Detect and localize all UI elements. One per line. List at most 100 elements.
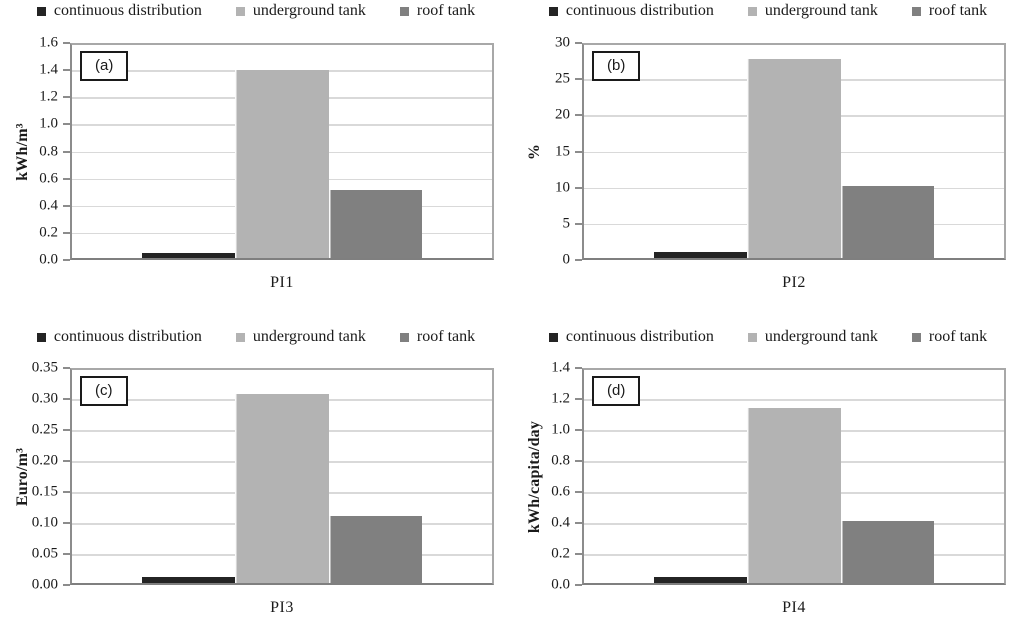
legend-item-roof-tank: roof tank <box>911 2 988 20</box>
y-tick-label: 0.0 <box>551 576 570 593</box>
y-tick-mark <box>575 429 582 431</box>
bar-continuous-distribution-pi2 <box>654 252 748 258</box>
legend-item-continuous-distribution: continuous distribution <box>548 2 714 20</box>
legend-label: underground tank <box>764 2 878 19</box>
y-tick-mark <box>63 522 70 524</box>
y-tick-label: 25 <box>555 70 570 87</box>
y-tick-mark <box>63 69 70 72</box>
y-tick-label: 0.8 <box>551 452 570 469</box>
y-tick-label: 0.05 <box>31 545 58 562</box>
legend-swatch-icon <box>235 6 245 16</box>
y-tick-label: 0.6 <box>39 170 58 187</box>
chart-legend: continuous distribution underground tank r… <box>512 2 1024 20</box>
bar-underground-tank-pi2 <box>747 58 841 258</box>
legend-item-continuous-distribution: continuous distribution <box>548 328 714 346</box>
x-axis-label: PI3 <box>270 599 294 616</box>
x-axis-label: PI2 <box>782 274 806 291</box>
legend-item-roof-tank: roof tank <box>399 2 476 20</box>
plot-area: (b) <box>582 43 1006 260</box>
y-tick-label: 1.4 <box>39 61 58 78</box>
legend-item-underground-tank: underground tank <box>747 328 878 346</box>
legend-swatch-icon <box>911 332 921 342</box>
chart-panel-c: continuous distribution underground tank r… <box>0 320 512 621</box>
legend-swatch-icon <box>747 332 757 342</box>
legend-label: underground tank <box>252 2 366 19</box>
y-tick-label: 0.15 <box>31 483 58 500</box>
legend-swatch-icon <box>911 6 921 16</box>
bar-underground-tank-pi3 <box>235 394 329 583</box>
y-tick-mark <box>63 398 70 400</box>
chart-panel-d: continuous distribution underground tank r… <box>512 320 1024 621</box>
y-tick-label: 0.10 <box>31 514 58 531</box>
legend-swatch-icon <box>399 332 409 342</box>
y-tick-label: 20 <box>555 106 570 123</box>
y-tick-mark <box>63 553 70 555</box>
legend-item-roof-tank: roof tank <box>399 328 475 346</box>
y-tick-mark <box>575 460 582 462</box>
plot-area: (a) <box>70 43 494 260</box>
plot-area: (d) <box>582 368 1006 585</box>
y-tick-label: 0.20 <box>31 452 58 469</box>
y-tick-mark <box>575 259 582 261</box>
bar-underground-tank-pi4 <box>747 408 841 583</box>
y-tick-mark <box>575 584 582 586</box>
y-tick-label: 0 <box>562 251 571 268</box>
bar-continuous-distribution-pi1 <box>142 252 236 258</box>
legend-label: underground tank <box>252 328 366 345</box>
y-tick-label: 0.2 <box>39 224 58 241</box>
y-tick-mark <box>63 177 70 180</box>
legend-swatch-icon <box>235 332 245 342</box>
legend-label: continuous distribution <box>53 328 202 345</box>
legend-label: roof tank <box>416 2 476 19</box>
bar-roof-tank-pi2 <box>840 186 934 258</box>
legend-item-underground-tank: underground tank <box>235 328 366 346</box>
legend-label: underground tank <box>764 328 878 345</box>
y-tick-label: 1.6 <box>39 34 58 51</box>
chart-legend: continuous distribution underground tank r… <box>0 2 512 20</box>
legend-label: continuous distribution <box>53 2 202 19</box>
chart-panel-b: continuous distribution underground tank r… <box>512 0 1024 310</box>
y-tick-mark <box>575 150 582 153</box>
bar-roof-tank-pi3 <box>328 516 422 583</box>
y-tick-mark <box>575 114 582 117</box>
legend-label: continuous distribution <box>565 2 714 19</box>
bar-underground-tank-pi1 <box>235 70 329 258</box>
y-tick-mark <box>575 367 582 369</box>
legend-swatch-icon <box>399 6 409 16</box>
y-tick-mark <box>63 204 70 207</box>
legend-swatch-icon <box>36 332 46 342</box>
y-tick-mark <box>63 584 70 586</box>
panel-label-text: (d) <box>607 382 626 399</box>
y-tick-label: 30 <box>555 34 570 51</box>
panel-label: (a) <box>80 51 129 81</box>
y-tick-label: 1.0 <box>39 115 58 132</box>
y-tick-label: 0.25 <box>31 421 58 438</box>
panel-label: (b) <box>592 51 641 81</box>
y-tick-mark <box>575 78 582 81</box>
bar-roof-tank-pi1 <box>328 190 422 258</box>
legend-label: roof tank <box>928 2 988 19</box>
y-tick-label: 0.35 <box>31 359 58 376</box>
legend-item-underground-tank: underground tank <box>747 2 878 20</box>
y-tick-mark <box>575 222 582 225</box>
legend-item-continuous-distribution: continuous distribution <box>36 328 202 346</box>
y-tick-mark <box>575 398 582 400</box>
y-tick-label: 5 <box>562 215 571 232</box>
y-tick-mark <box>63 491 70 493</box>
legend-swatch-icon <box>548 6 558 16</box>
x-axis-label: PI4 <box>782 599 806 616</box>
legend-swatch-icon <box>548 332 558 342</box>
panel-label-text: (b) <box>607 57 626 74</box>
y-tick-label: 0.2 <box>551 545 570 562</box>
bar-continuous-distribution-pi4 <box>654 576 748 583</box>
legend-item-underground-tank: underground tank <box>235 2 366 20</box>
y-tick-mark <box>575 491 582 493</box>
y-tick-mark <box>575 553 582 555</box>
y-tick-mark <box>575 186 582 189</box>
y-tick-label: 1.4 <box>551 359 570 376</box>
y-tick-label: 0.4 <box>39 197 58 214</box>
y-tick-mark <box>63 367 70 369</box>
y-tick-mark <box>63 429 70 431</box>
y-tick-label: 0.4 <box>551 514 570 531</box>
